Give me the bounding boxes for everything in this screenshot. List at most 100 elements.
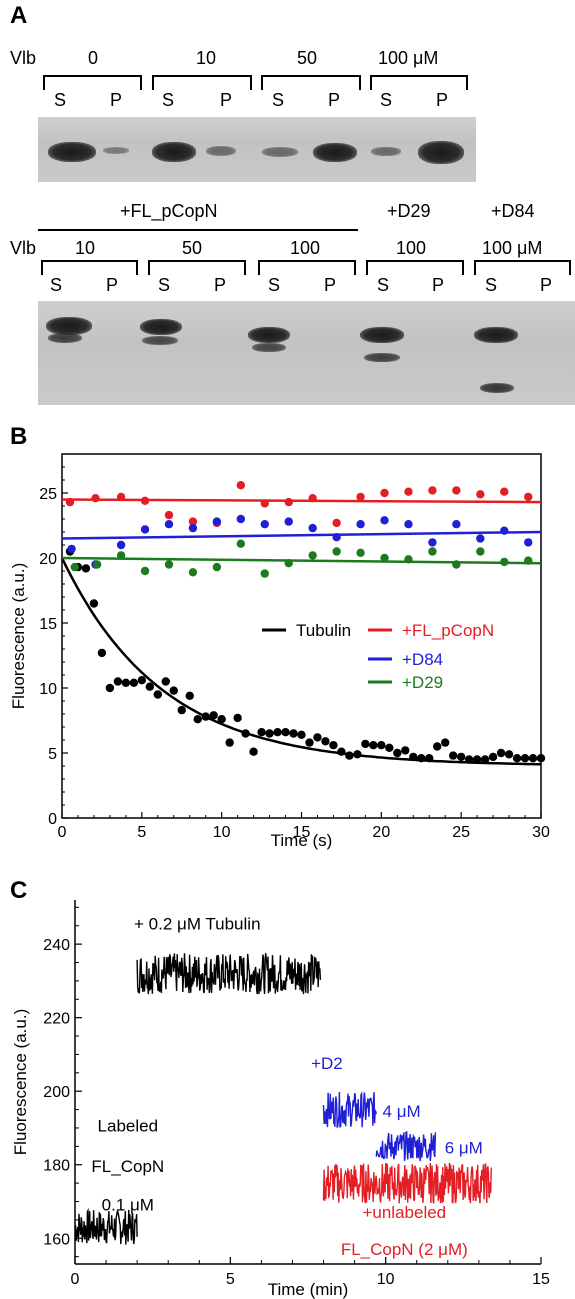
conc-label: 10 [75,238,96,258]
data-point [140,525,150,534]
y-tick-label: 0 [48,811,57,828]
data-point [512,754,522,763]
data-point [441,738,450,747]
conc-label: 100 [396,238,427,258]
data-point [164,520,174,529]
data-point [145,682,155,691]
data-point [488,752,498,762]
data-point [305,738,314,747]
data-point [496,748,506,758]
y-tick-label: 240 [43,937,70,954]
data-point [404,520,413,529]
data-point [185,691,194,700]
annotation-labeled: Labeled [98,1117,159,1136]
x-tick-label: 5 [226,1271,235,1288]
data-point [356,520,365,529]
fit-curve [60,557,542,766]
data-point [476,490,485,499]
data-point [528,754,538,763]
trace-line [322,1162,492,1204]
annotation-unlabeled: FL_CopN (2 μM) [341,1240,468,1259]
y-tick-label: 160 [43,1231,70,1248]
data-point [260,520,269,529]
data-point [452,486,461,495]
data-point [448,751,458,760]
data-point [428,547,437,556]
x-tick-label: 10 [213,824,231,841]
conc-label: 0 [88,48,99,68]
data-point [116,540,126,550]
data-point [313,733,322,742]
x-tick-label: 20 [372,824,390,841]
data-point [281,728,290,737]
lane-label: P [106,275,119,295]
lane-brackets [43,75,468,90]
data-point [428,538,437,547]
fl-pcopn-label: +FL_pCopN [120,201,218,221]
panel-label-c: C [10,877,28,904]
data-point [284,517,293,526]
data-point [209,711,218,720]
panel-label-a: A [10,2,28,29]
data-point [332,547,341,556]
lane-label: P [432,275,445,295]
data-point [369,741,378,750]
data-point [273,728,282,737]
data-point [81,564,91,573]
data-point [332,518,341,528]
data-point [504,750,514,759]
data-point [225,738,234,747]
data-point [140,566,150,576]
data-point [67,544,76,554]
legend-label: +FL_pCopN [402,621,494,640]
y-tick-label: 25 [39,486,57,503]
data-point [265,729,274,738]
data-point [121,678,131,687]
d29-label: +D29 [387,201,431,221]
x-tick-label: 10 [377,1271,395,1288]
lane-label: S [268,275,281,295]
conc-label: 100 μM [378,48,439,68]
gel-image-top [38,117,476,182]
data-point [137,676,147,685]
y-tick-label: 10 [39,681,57,698]
data-point [153,690,162,699]
x-tick-label: 0 [71,1271,80,1288]
data-point [260,569,269,578]
data-point [92,560,102,569]
data-point [353,750,362,759]
lane-label: S [54,90,67,110]
data-point [161,677,170,686]
data-point [233,713,242,723]
data-point [380,553,389,563]
data-point [332,533,341,542]
data-point [116,551,126,560]
annotation-d2: +D2 [311,1054,343,1073]
data-point [289,729,298,738]
data-point [393,748,402,758]
y-tick-label: 220 [43,1011,70,1028]
data-point [520,754,530,763]
data-point [404,487,413,496]
data-point [236,481,246,490]
data-point [385,743,394,752]
trace-line [74,1207,138,1245]
data-point [257,728,266,737]
conc-label: 10 [196,48,217,68]
d84-label: +D84 [491,201,535,221]
vlb-label: Vlb [10,238,37,258]
data-point [480,755,490,764]
data-point [260,499,269,508]
lane-label: S [377,275,390,295]
y-tick-label: 20 [39,551,57,568]
data-point [249,747,258,756]
panel-a-bottom-gel: +FL_pCopN +D29 +D84 Vlb 10 50 100 100 10… [0,195,575,415]
data-point [476,547,485,556]
data-point [188,517,198,526]
data-point [433,742,442,751]
fit-line [61,498,542,504]
lane-label: S [158,275,171,295]
data-point [105,683,115,693]
fit-line [61,530,542,540]
data-point [65,497,75,507]
